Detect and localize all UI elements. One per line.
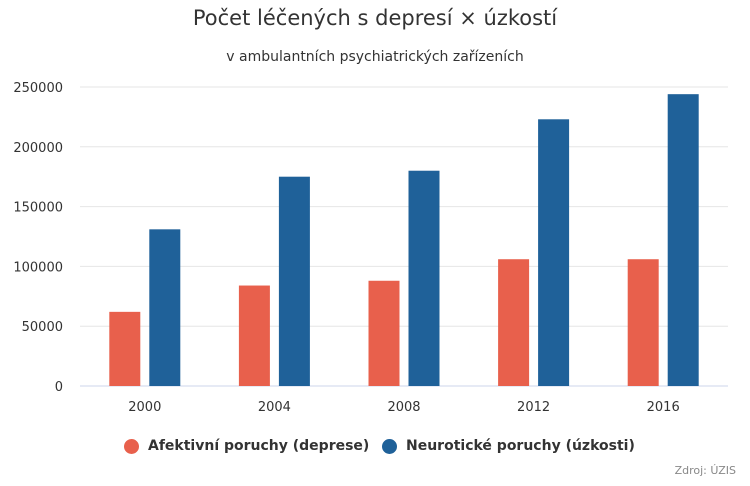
y-tick-label: 200000 [13, 141, 63, 156]
x-tick-label: 2000 [128, 400, 161, 415]
credits[interactable]: Zdroj: ÚZIS [674, 464, 736, 477]
x-tick-label: 2012 [517, 400, 550, 415]
bar-afektivni[interactable] [368, 280, 400, 386]
x-tick-label: 2004 [258, 400, 291, 415]
bar-neuroticke[interactable] [667, 94, 699, 387]
x-axis: 2000 2004 2008 2012 2016 [128, 400, 679, 415]
legend-marker-neuroticke [382, 438, 397, 454]
bar-neuroticke[interactable] [149, 229, 181, 386]
chart-subtitle: v ambulantních psychiatrických zařízeníc… [226, 49, 524, 65]
x-tick-label: 2008 [387, 400, 420, 415]
y-tick-label: 0 [55, 380, 63, 395]
bars [109, 94, 699, 387]
legend-item-afektivni[interactable]: Afektivní poruchy (deprese) [124, 434, 369, 458]
y-axis: 0 50000 100000 150000 200000 250000 [13, 81, 63, 395]
legend-marker-afektivni [124, 438, 139, 454]
bar-afektivni[interactable] [498, 259, 530, 386]
bar-afektivni[interactable] [238, 285, 270, 386]
x-tick-label: 2016 [647, 400, 680, 415]
legend-label-neuroticke: Neurotické poruchy (úzkosti) [406, 438, 635, 454]
bar-neuroticke[interactable] [408, 170, 440, 386]
chart-title: Počet léčených s depresí × úzkostí [192, 6, 558, 30]
bar-neuroticke[interactable] [538, 119, 570, 387]
y-tick-label: 250000 [13, 81, 63, 96]
gridlines [80, 86, 728, 387]
y-tick-label: 100000 [13, 260, 63, 275]
legend-item-neuroticke[interactable]: Neurotické poruchy (úzkosti) [382, 434, 635, 458]
y-tick-label: 50000 [22, 320, 63, 335]
bar-neuroticke[interactable] [278, 176, 310, 386]
bar-afektivni[interactable] [627, 259, 659, 386]
legend-label-afektivni: Afektivní poruchy (deprese) [148, 438, 370, 454]
bar-afektivni[interactable] [109, 311, 141, 386]
y-tick-label: 150000 [13, 201, 63, 216]
legend: Afektivní poruchy (deprese) Neurotické p… [0, 434, 750, 458]
